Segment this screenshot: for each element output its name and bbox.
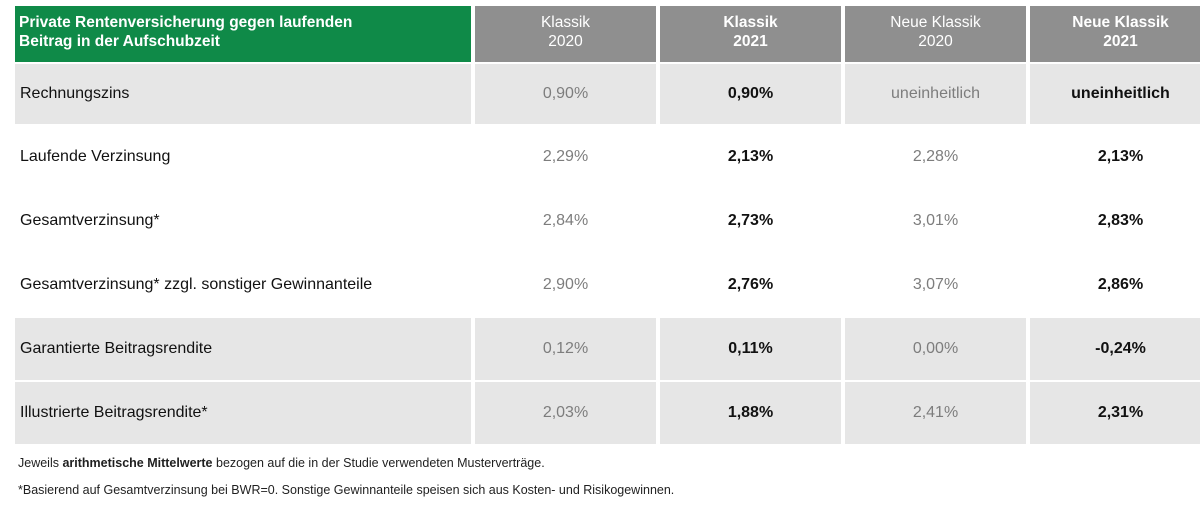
value-cell: 2,86% [1097, 276, 1144, 293]
value-cell: 2,29% [542, 148, 589, 165]
value-cell: -0,24% [1030, 318, 1200, 380]
value-cell: 0,00% [845, 318, 1026, 380]
footnote-asterisk: *Basierend auf Gesamtverzinsung bei BWR=… [18, 483, 675, 497]
column-header-klassik-2020: Klassik 2020 [475, 6, 656, 62]
value-cell: 2,83% [1097, 212, 1144, 229]
value-cell: 1,88% [660, 382, 841, 444]
row-label: Laufende Verzinsung [20, 148, 171, 165]
row-label: Rechnungszins [15, 64, 471, 124]
value-cell: 0,90% [475, 64, 656, 124]
value-cell: 2,41% [845, 382, 1026, 444]
column-header-neue-klassik-2020: Neue Klassik 2020 [845, 6, 1026, 62]
value-cell: 2,73% [727, 212, 774, 229]
value-cell: 0,11% [660, 318, 841, 380]
value-cell: 2,03% [475, 382, 656, 444]
footnotes: Jeweils arithmetische Mittelwerte bezoge… [18, 455, 674, 509]
value-cell: uneinheitlich [1030, 64, 1200, 124]
row-label: Illustrierte Beitragsrendite* [15, 382, 471, 444]
value-cell: 2,31% [1030, 382, 1200, 444]
column-header-neue-klassik-2021: Neue Klassik 2021 [1030, 6, 1200, 62]
value-cell: 0,12% [475, 318, 656, 380]
value-cell: 3,07% [912, 276, 959, 293]
table-title: Private Rentenversicherung gegen laufend… [15, 6, 471, 62]
value-cell: 2,84% [542, 212, 589, 229]
footnote-suffix: bezogen auf die in der Studie verwendete… [212, 456, 545, 470]
value-cell: 2,13% [1097, 148, 1144, 165]
value-cell: 2,13% [727, 148, 774, 165]
row-label: Gesamtverzinsung* zzgl. sonstiger Gewinn… [20, 276, 373, 293]
value-cell: 2,76% [727, 276, 774, 293]
value-cell: 2,28% [912, 148, 959, 165]
column-header-klassik-2021: Klassik 2021 [660, 6, 841, 62]
footnote-averages: Jeweils arithmetische Mittelwerte bezoge… [18, 455, 674, 482]
value-cell: uneinheitlich [845, 64, 1026, 124]
value-cell: 3,01% [912, 212, 959, 229]
row-label: Garantierte Beitragsrendite [15, 318, 471, 380]
value-cell: 0,90% [660, 64, 841, 124]
row-label: Gesamtverzinsung* [20, 212, 160, 229]
comparison-table: Private Rentenversicherung gegen laufend… [15, 6, 1200, 446]
value-cell: 2,90% [542, 276, 589, 293]
footnote-prefix: Jeweils [18, 456, 63, 470]
footnote-bold: arithmetische Mittelwerte [62, 456, 213, 470]
